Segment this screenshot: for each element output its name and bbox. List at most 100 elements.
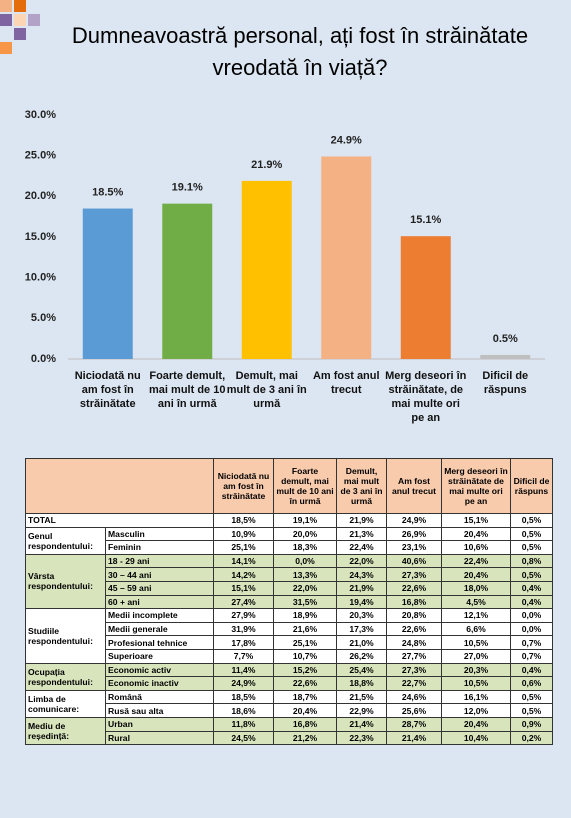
y-tick-label: 30.0% — [25, 109, 56, 121]
cell: 11,8% — [213, 716, 274, 732]
cell: 25,6% — [386, 703, 442, 718]
cell: 12,0% — [441, 703, 511, 718]
value-label: 18.5% — [92, 186, 123, 198]
y-tick-label: 20.0% — [25, 190, 56, 202]
cell: 0,0% — [273, 553, 337, 569]
cell: 22,4% — [336, 540, 387, 555]
row-label: Feminin — [105, 540, 214, 555]
chart-title: Dumneavoastră personal, ați fost în stră… — [71, 23, 529, 80]
row-label: 60 + ani — [105, 594, 214, 610]
cell: 0,6% — [510, 676, 553, 691]
data-row: Superioare 7,7% 10,7% 26,2% 27,7% 27,0% 0,7% — [26, 648, 553, 664]
cell: 18,9% — [273, 608, 337, 623]
cell: 21,4% — [336, 716, 387, 732]
cell: 22,9% — [336, 703, 387, 718]
cell: 7,7% — [213, 648, 274, 664]
data-row: 45 – 59 ani 15,1% 22,0% 21,9% 22,6% 18,0% 0,4% — [26, 580, 553, 596]
cell: 27,4% — [213, 594, 274, 610]
cell: 18,5% — [213, 513, 274, 528]
row-label: TOTAL — [25, 513, 214, 528]
cell: 12,1% — [441, 608, 511, 623]
row-label: Medii incomplete — [105, 608, 214, 623]
data-row: 60 + ani 27,4% 31,5% 19,4% 16,8% 4,5% 0,4% — [26, 594, 553, 610]
group-label: Ocupația respondentului: — [25, 662, 106, 691]
cell: 22,0% — [336, 553, 387, 569]
cell: 17,8% — [213, 635, 274, 650]
cell: 16,1% — [441, 689, 511, 705]
decoration — [14, 0, 26, 12]
cell: 0,4% — [510, 662, 553, 678]
cell: 21,3% — [336, 526, 387, 542]
cell: 16,8% — [386, 594, 442, 610]
column-header: Am fost anul trecut — [386, 458, 442, 514]
decoration — [0, 42, 12, 54]
row-label: 45 – 59 ani — [105, 580, 214, 596]
cell: 40,6% — [386, 553, 442, 569]
bar — [82, 208, 133, 359]
cell: 24,6% — [386, 689, 442, 705]
cell: 22,4% — [441, 553, 511, 569]
cell: 22,6% — [386, 580, 442, 596]
cell: 23,1% — [386, 540, 442, 555]
row-label: Rusă sau alta — [105, 703, 214, 718]
column-header: Foarte demult, mai mult de 10 ani în urm… — [273, 458, 337, 514]
cell: 18,3% — [273, 540, 337, 555]
data-row: Limba de comunicare: Română 18,5% 18,7% 21,5… — [25, 689, 553, 718]
cell: 13,3% — [273, 567, 337, 582]
cell: 15,2% — [273, 662, 337, 678]
cell: 20,0% — [273, 526, 337, 542]
cell: 18,6% — [213, 703, 274, 718]
bar — [241, 180, 292, 359]
row-label: Rural — [105, 730, 214, 746]
cell: 27,0% — [441, 648, 511, 664]
cell: 0,5% — [510, 526, 553, 542]
cell: 0,2% — [510, 730, 553, 746]
cell: 20,3% — [336, 608, 387, 623]
cell: 24,3% — [336, 567, 387, 582]
cell: 19,1% — [273, 513, 337, 528]
data-row: Rusă sau alta 18,6% 20,4% 22,9% 25,6% 12,0% 0,… — [26, 703, 553, 718]
x-tick-label: Am fost anul trecut — [312, 370, 380, 396]
decoration — [14, 14, 26, 26]
group-label: Limba de comunicare: — [25, 689, 106, 718]
cell: 21,9% — [336, 513, 387, 528]
row-label: 18 - 29 ani — [105, 553, 214, 569]
row-label: Profesional tehnice — [105, 635, 214, 650]
cell: 22,3% — [336, 730, 387, 746]
row-label: Superioare — [105, 648, 214, 664]
cell: 0,7% — [510, 648, 553, 664]
total-row: TOTAL 18,5% 19,1% 21,9% 24,9% 15,1% 0,5% — [25, 513, 553, 528]
header-row: Niciodată nu am fost în străinătate Foart… — [25, 458, 553, 514]
cell: 0,5% — [510, 513, 553, 528]
cell: 14,1% — [213, 553, 274, 569]
bar — [480, 354, 531, 359]
cell: 10,5% — [441, 676, 511, 691]
cell: 21,2% — [273, 730, 337, 746]
cell: 21,5% — [336, 689, 387, 705]
cell: 17,3% — [336, 621, 387, 637]
cell: 27,3% — [386, 662, 442, 678]
cell: 0,5% — [510, 540, 553, 555]
data-row: Profesional tehnice 17,8% 25,1% 21,0% 24,8% 1… — [26, 635, 553, 650]
x-tick-label: Demult, mai mult de 3 ani în urmă — [226, 370, 307, 410]
cell: 24,9% — [213, 676, 274, 691]
bar — [321, 156, 372, 359]
cell: 22,6% — [386, 621, 442, 637]
row-label: Masculin — [105, 526, 214, 542]
cell: 0,5% — [510, 567, 553, 582]
value-label: 19.1% — [172, 182, 203, 194]
cell: 20,4% — [441, 526, 511, 542]
row-label: Română — [105, 689, 214, 705]
cell: 0,4% — [510, 580, 553, 596]
data-row: Feminin 25,1% 18,3% 22,4% 23,1% 10,6% 0,5% — [26, 540, 553, 555]
data-table: Niciodată nu am fost în străinătate Foart… — [25, 458, 553, 746]
row-label: Economic inactiv — [105, 676, 214, 691]
cell: 26,9% — [386, 526, 442, 542]
cell: 0,4% — [510, 594, 553, 610]
cell: 28,7% — [386, 716, 442, 732]
header-corner — [25, 458, 214, 514]
decoration — [14, 28, 26, 40]
value-label: 24.9% — [331, 134, 362, 146]
cell: 0,5% — [510, 703, 553, 718]
cell: 18,5% — [213, 689, 274, 705]
